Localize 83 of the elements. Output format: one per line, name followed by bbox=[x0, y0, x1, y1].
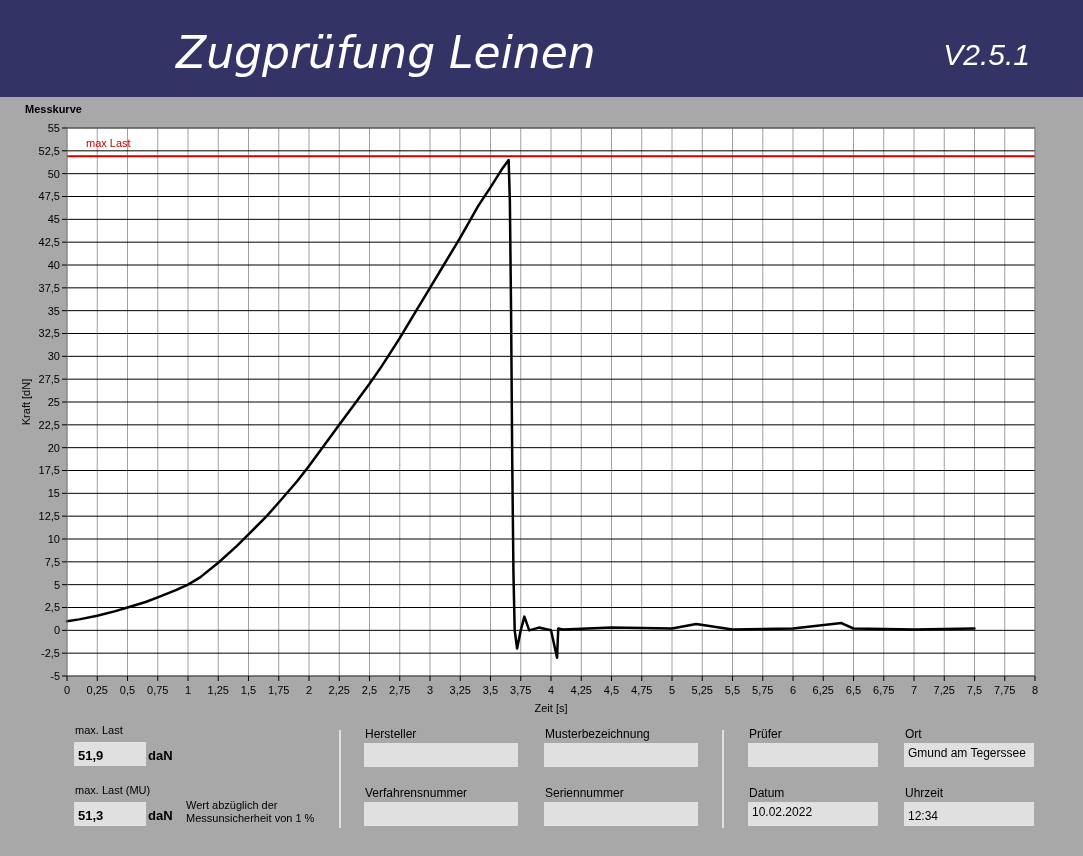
text: Hersteller bbox=[365, 727, 417, 741]
x-tick-label: 6 bbox=[789, 684, 797, 696]
text: 12:34 bbox=[908, 809, 939, 823]
x-tick-label: 5 bbox=[668, 684, 676, 696]
y-tick-label: 27,5 bbox=[38, 373, 60, 386]
y-tick-label: 10 bbox=[47, 532, 60, 545]
x-tick-label: 2 bbox=[305, 684, 313, 696]
x-tick-label: 7 bbox=[910, 684, 918, 696]
text: Prüfer bbox=[749, 727, 782, 741]
x-tick-label: 0,5 bbox=[119, 684, 136, 696]
x-tick-label: 1,5 bbox=[240, 684, 257, 696]
y-tick-label: 35 bbox=[47, 304, 60, 317]
text: 51,9 bbox=[78, 748, 104, 763]
x-tick-label: 0 bbox=[63, 684, 71, 696]
text: Wert abzüglich der bbox=[186, 799, 278, 811]
y-tick-label: 45 bbox=[47, 213, 60, 226]
x-tick-label: 5,25 bbox=[691, 684, 713, 696]
y-tick-label: 17,5 bbox=[38, 464, 60, 477]
x-tick-label: 0,75 bbox=[147, 684, 169, 696]
x-tick-label: 0,25 bbox=[86, 684, 108, 696]
text: Datum bbox=[749, 786, 785, 800]
y-tick-label: 0 bbox=[53, 624, 60, 637]
y-tick-label: 5 bbox=[53, 578, 60, 591]
x-tick-label: 7,75 bbox=[994, 684, 1016, 696]
y-tick-label: 55 bbox=[47, 121, 60, 134]
x-tick-label: 1,75 bbox=[268, 684, 290, 696]
y-tick-label: 32,5 bbox=[38, 327, 60, 340]
text: max. Last bbox=[75, 724, 123, 736]
y-tick-label: 50 bbox=[47, 167, 60, 180]
x-tick-label: 4,5 bbox=[603, 684, 620, 696]
text: Ort bbox=[905, 727, 923, 741]
text: 51,3 bbox=[78, 808, 104, 823]
text: 10.02.2022 bbox=[752, 805, 813, 819]
x-tick-label: 6,25 bbox=[812, 684, 834, 696]
text: Uhrzeit bbox=[905, 786, 944, 800]
y-tick-label: 2,5 bbox=[44, 601, 60, 614]
x-tick-label: 2,5 bbox=[361, 684, 378, 696]
x-tick-label: 2,75 bbox=[389, 684, 411, 696]
text: Seriennummer bbox=[545, 786, 624, 800]
y-tick-label: 15 bbox=[47, 487, 60, 500]
text: V2.5.1 bbox=[943, 38, 1030, 71]
x-tick-label: 3,75 bbox=[510, 684, 532, 696]
chart-title: Zugprüfung Leinen bbox=[175, 27, 596, 78]
y-axis-title: Kraft [dN] bbox=[20, 378, 32, 426]
chart-subtitle: Messkurve bbox=[25, 103, 82, 115]
y-tick-label: -2,5 bbox=[41, 647, 60, 660]
y-tick-label: 47,5 bbox=[38, 190, 60, 203]
y-tick-label: 42,5 bbox=[38, 236, 60, 249]
text: max. Last (MU) bbox=[75, 784, 151, 796]
x-tick-label: 8 bbox=[1031, 684, 1039, 696]
x-tick-label: 1 bbox=[184, 684, 192, 696]
y-tick-label: -5 bbox=[50, 669, 60, 682]
text: Messunsicherheit von 1 % bbox=[186, 812, 315, 824]
text: daN bbox=[148, 748, 173, 763]
x-tick-label: 6,75 bbox=[873, 684, 895, 696]
x-tick-label: 7,25 bbox=[933, 684, 955, 696]
y-tick-label: 12,5 bbox=[38, 510, 60, 523]
y-tick-label: 30 bbox=[47, 350, 60, 363]
text: Gmund am Tegerssee bbox=[908, 746, 1027, 760]
x-tick-label: 6,5 bbox=[845, 684, 862, 696]
x-tick-label: 3,25 bbox=[449, 684, 471, 696]
x-tick-label: 5,5 bbox=[724, 684, 741, 696]
y-tick-label: 7,5 bbox=[44, 555, 60, 568]
y-tick-label: 20 bbox=[47, 441, 60, 454]
x-tick-label: 5,75 bbox=[752, 684, 774, 696]
y-tick-label: 25 bbox=[47, 395, 60, 408]
x-tick-label: 4 bbox=[547, 684, 555, 696]
x-tick-label: 3 bbox=[426, 684, 434, 696]
ref-line-label: max Last bbox=[86, 137, 131, 150]
x-tick-label: 4,75 bbox=[631, 684, 653, 696]
x-tick-label: 7,5 bbox=[966, 684, 983, 696]
text: daN bbox=[148, 808, 173, 823]
y-tick-label: 37,5 bbox=[38, 281, 60, 294]
x-tick-label: 3,5 bbox=[482, 684, 499, 696]
x-tick-label: 4,25 bbox=[570, 684, 592, 696]
y-tick-label: 40 bbox=[47, 258, 60, 271]
text: Musterbezeichnung bbox=[545, 727, 650, 741]
y-tick-label: 22,5 bbox=[38, 418, 60, 431]
x-axis-title: Zeit [s] bbox=[534, 702, 568, 714]
x-tick-label: 1,25 bbox=[207, 684, 229, 696]
text: Verfahrensnummer bbox=[365, 786, 468, 800]
x-tick-label: 2,25 bbox=[328, 684, 350, 696]
y-tick-label: 52,5 bbox=[38, 144, 60, 157]
